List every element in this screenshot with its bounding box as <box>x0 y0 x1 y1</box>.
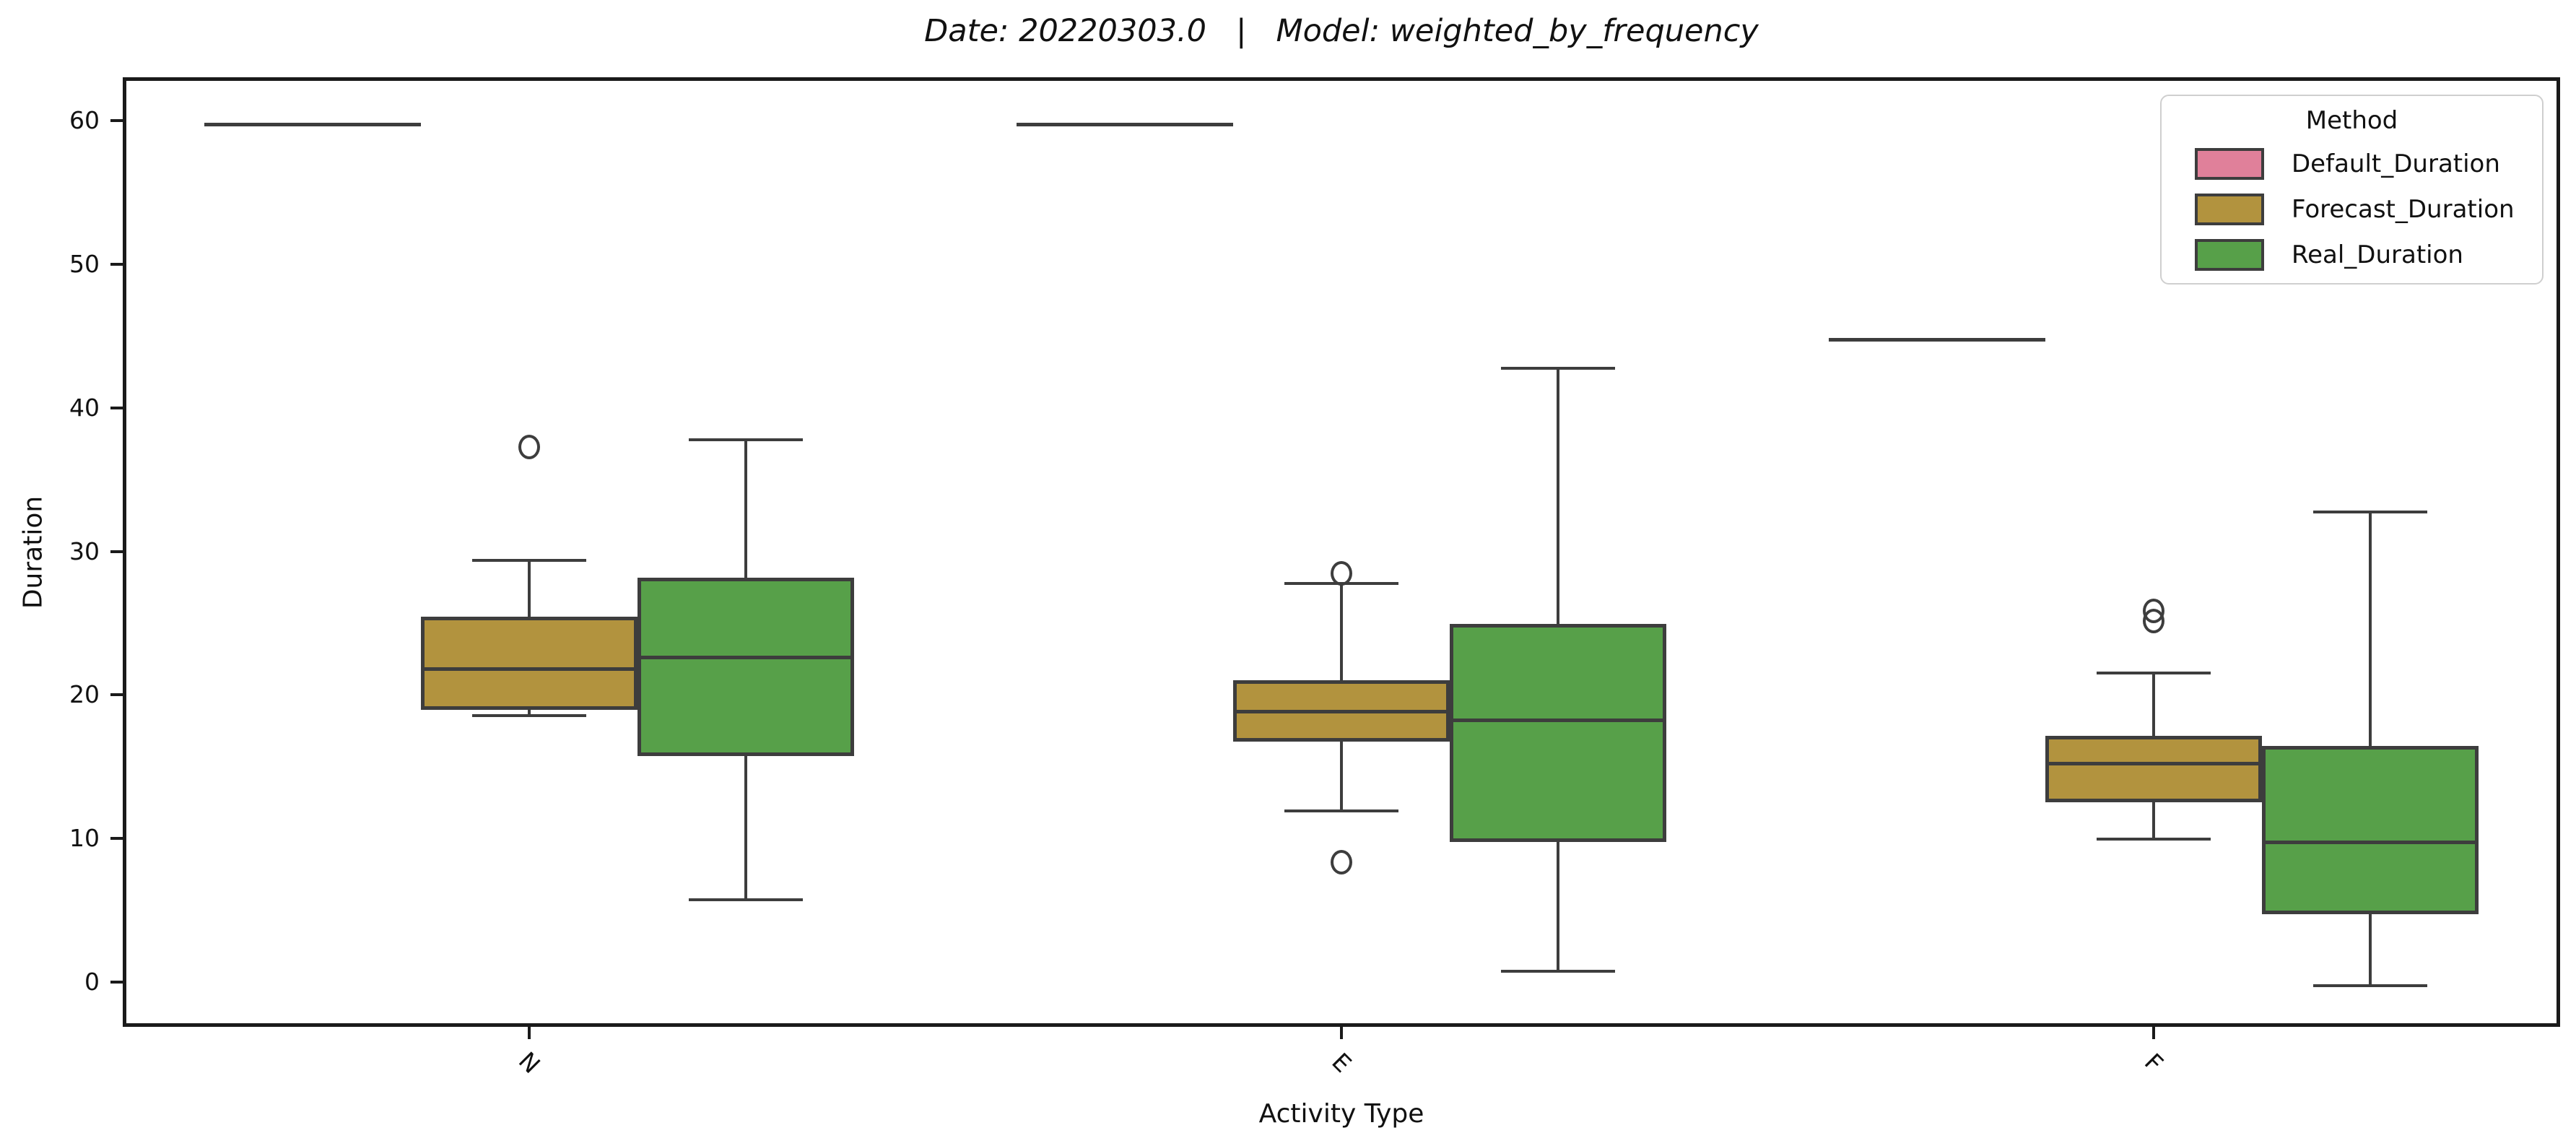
legend-row-real: Real_Duration <box>2195 238 2542 272</box>
x-axis-label: Activity Type <box>1258 1099 1424 1129</box>
collapsed-box-Default_Duration-F <box>1829 338 2046 342</box>
box-Real_Duration-N <box>637 578 854 756</box>
lower-cap <box>688 898 803 901</box>
box-Forecast_Duration-F <box>2045 736 2263 802</box>
x-tick-mark <box>527 1027 531 1039</box>
x-tick-mark <box>2152 1027 2156 1039</box>
legend-label: Default_Duration <box>2292 149 2500 178</box>
box-Real_Duration-F <box>2262 746 2479 914</box>
y-tick-mark <box>110 262 123 266</box>
lower-whisker <box>2152 802 2156 840</box>
legend-swatch-forecast-duration <box>2195 194 2264 225</box>
median-line <box>2045 761 2263 765</box>
legend: Method Default_Duration Forecast_Duratio… <box>2160 95 2544 285</box>
median-line <box>1232 710 1450 714</box>
legend-row-default: Default_Duration <box>2195 147 2542 181</box>
y-tick-label: 40 <box>69 393 100 422</box>
lower-whisker <box>1557 842 1560 972</box>
y-tick-label: 10 <box>69 824 100 853</box>
y-tick-mark <box>110 981 123 984</box>
collapsed-box-Default_Duration-N <box>204 122 421 126</box>
y-tick-mark <box>110 118 123 122</box>
median-line <box>2262 841 2479 845</box>
upper-cap <box>471 559 586 563</box>
x-tick-label: E <box>1326 1047 1357 1078</box>
upper-cap <box>1501 366 1616 370</box>
outlier-point <box>2143 609 2165 634</box>
upper-whisker <box>2369 511 2372 747</box>
y-tick-label: 50 <box>69 249 100 278</box>
y-tick-mark <box>110 406 123 409</box>
upper-cap <box>688 438 803 442</box>
lower-cap <box>2097 838 2211 841</box>
median-line <box>637 655 854 659</box>
legend-label: Real_Duration <box>2292 240 2463 269</box>
lower-whisker <box>527 710 531 716</box>
legend-row-forecast: Forecast_Duration <box>2195 193 2542 226</box>
lower-whisker <box>2369 913 2372 986</box>
legend-swatch-real-duration <box>2195 239 2264 271</box>
box-Forecast_Duration-N <box>420 617 638 711</box>
x-tick-label: N <box>513 1046 546 1080</box>
lower-whisker <box>744 756 747 900</box>
y-tick-label: 20 <box>69 680 100 709</box>
y-tick-mark <box>110 693 123 697</box>
upper-cap <box>2313 510 2428 513</box>
lower-cap <box>471 714 586 718</box>
lower-cap <box>2313 984 2428 988</box>
chart-title: Date: 20220303.0 | Model: weighted_by_fr… <box>924 13 1759 49</box>
box-Real_Duration-E <box>1450 623 1667 843</box>
legend-title: Method <box>2305 106 2398 135</box>
lower-whisker <box>1340 742 1343 811</box>
legend-label: Forecast_Duration <box>2292 195 2515 224</box>
upper-whisker <box>744 440 747 578</box>
outlier-point <box>1331 561 1352 586</box>
x-tick-label: F <box>2139 1048 2170 1078</box>
y-tick-label: 60 <box>69 105 100 134</box>
y-tick-mark <box>110 837 123 841</box>
outlier-point <box>518 435 540 460</box>
median-line <box>1450 719 1667 723</box>
upper-cap <box>2097 671 2211 674</box>
plot-area <box>123 77 2560 1027</box>
upper-whisker <box>2152 672 2156 737</box>
lower-cap <box>1501 970 1616 973</box>
upper-whisker <box>1340 583 1343 680</box>
lower-cap <box>1284 809 1398 812</box>
y-tick-label: 0 <box>84 968 100 997</box>
y-tick-label: 30 <box>69 537 100 565</box>
upper-whisker <box>1557 368 1560 624</box>
y-tick-mark <box>110 550 123 553</box>
collapsed-box-Default_Duration-E <box>1016 122 1233 126</box>
legend-swatch-default-duration <box>2195 148 2264 180</box>
x-tick-mark <box>1340 1027 1343 1039</box>
median-line <box>420 667 638 671</box>
upper-whisker <box>527 560 531 617</box>
outlier-point <box>1331 850 1352 875</box>
